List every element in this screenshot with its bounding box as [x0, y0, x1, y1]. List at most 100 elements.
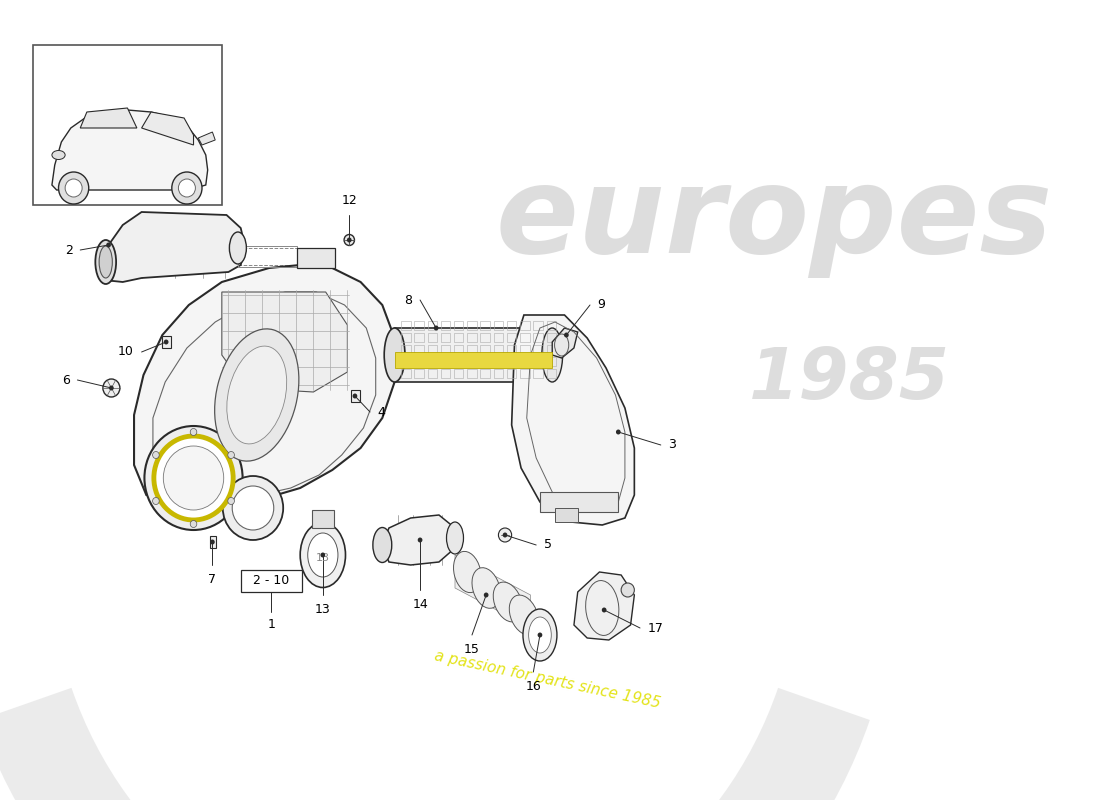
Bar [547, 345, 556, 354]
Polygon shape [52, 110, 208, 190]
Bar [402, 345, 410, 354]
Bar [454, 345, 463, 354]
Bar [428, 345, 437, 354]
Circle shape [190, 429, 197, 435]
Bar [402, 369, 410, 378]
Circle shape [58, 172, 89, 204]
Circle shape [144, 426, 243, 530]
Bar [415, 357, 424, 366]
Bar [238, 246, 297, 267]
Text: 13: 13 [315, 603, 331, 616]
Polygon shape [80, 108, 136, 128]
Bar [534, 321, 542, 330]
Bar [494, 357, 503, 366]
Text: 1985: 1985 [749, 346, 950, 414]
Bar [547, 369, 556, 378]
Bar [520, 369, 529, 378]
Bar [415, 345, 424, 354]
Polygon shape [134, 265, 395, 502]
Bar [454, 357, 463, 366]
Text: 16: 16 [526, 680, 541, 693]
Text: 17: 17 [648, 622, 663, 634]
Bar [454, 333, 463, 342]
Polygon shape [142, 112, 194, 145]
Polygon shape [222, 292, 348, 392]
Bar [402, 357, 410, 366]
Text: 2: 2 [65, 243, 73, 257]
Circle shape [223, 476, 283, 540]
Bar [33, 45, 222, 205]
Circle shape [320, 553, 326, 558]
Circle shape [153, 498, 159, 505]
Ellipse shape [52, 150, 65, 159]
Ellipse shape [300, 522, 345, 587]
Circle shape [107, 242, 111, 247]
Circle shape [210, 539, 214, 545]
Text: 7: 7 [208, 573, 217, 586]
Bar [520, 357, 529, 366]
Bar [494, 321, 503, 330]
Ellipse shape [214, 329, 299, 461]
Ellipse shape [373, 527, 392, 562]
Ellipse shape [529, 617, 551, 653]
Bar [402, 333, 410, 342]
Circle shape [153, 451, 159, 458]
Text: 4: 4 [377, 406, 385, 418]
Bar [481, 345, 490, 354]
Bar [428, 333, 437, 342]
Circle shape [103, 379, 120, 397]
Bar [481, 369, 490, 378]
Bar [468, 345, 476, 354]
Polygon shape [198, 132, 216, 145]
Ellipse shape [230, 232, 246, 264]
Ellipse shape [308, 533, 338, 577]
Bar [241, 570, 302, 592]
Bar [351, 390, 360, 402]
Circle shape [602, 607, 606, 613]
Bar [494, 369, 503, 378]
Circle shape [621, 583, 635, 597]
Circle shape [346, 238, 352, 242]
Text: 5: 5 [543, 538, 552, 551]
Bar [468, 333, 476, 342]
Circle shape [353, 394, 358, 398]
Ellipse shape [472, 568, 500, 608]
Text: a passion for parts since 1985: a passion for parts since 1985 [433, 649, 662, 711]
Circle shape [190, 521, 197, 527]
Bar [507, 333, 516, 342]
Ellipse shape [453, 551, 481, 593]
Polygon shape [383, 515, 455, 565]
Polygon shape [103, 212, 245, 282]
Bar [520, 333, 529, 342]
Text: 12: 12 [341, 194, 358, 207]
Bar [494, 345, 503, 354]
Circle shape [344, 234, 354, 246]
Circle shape [228, 451, 234, 458]
Bar [507, 321, 516, 330]
Bar [507, 345, 516, 354]
Circle shape [163, 446, 223, 510]
Bar [441, 357, 450, 366]
Bar [163, 336, 170, 348]
Bar [311, 510, 334, 528]
Circle shape [538, 633, 542, 638]
Text: 6: 6 [62, 374, 70, 386]
Ellipse shape [522, 609, 557, 661]
Bar [441, 321, 450, 330]
Bar [441, 369, 450, 378]
Ellipse shape [447, 522, 463, 554]
Circle shape [616, 430, 620, 434]
Bar [547, 333, 556, 342]
Bar [395, 352, 552, 368]
Circle shape [418, 538, 422, 542]
Circle shape [178, 179, 196, 197]
Bar [547, 321, 556, 330]
Ellipse shape [542, 328, 562, 382]
Circle shape [564, 333, 569, 338]
Ellipse shape [493, 582, 522, 622]
Bar [520, 321, 529, 330]
Circle shape [109, 386, 113, 390]
Text: 9: 9 [597, 298, 605, 311]
Circle shape [232, 486, 274, 530]
Polygon shape [512, 315, 635, 525]
